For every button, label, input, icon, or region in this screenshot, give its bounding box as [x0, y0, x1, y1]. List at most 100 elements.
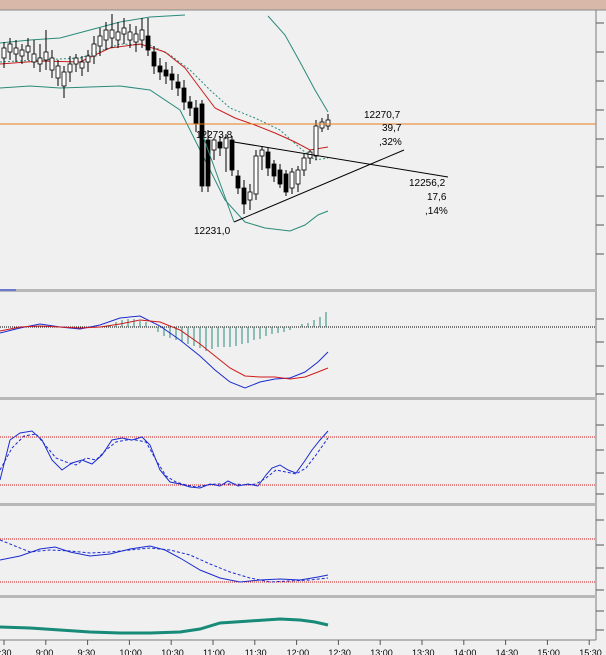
- annotation-high: 12270,7 39,7 ,32%: [364, 110, 402, 148]
- ma-dotted: [0, 43, 329, 161]
- time-tick-label: 14:00: [454, 648, 477, 655]
- candle-body: [205, 139, 211, 187]
- candle-body: [247, 191, 253, 201]
- trendline-lower: [233, 149, 405, 223]
- panel-separators: [0, 289, 596, 598]
- annotation-peak: 12273,8: [196, 130, 233, 141]
- candle-body: [271, 163, 277, 177]
- time-tick-label: 9:00: [36, 648, 54, 655]
- trendline-decline: [202, 135, 235, 223]
- candle-body: [169, 73, 175, 81]
- candle-body: [127, 31, 133, 41]
- candle-body: [19, 49, 25, 57]
- time-tick-label: 15:30: [579, 648, 602, 655]
- candle-body: [151, 51, 157, 67]
- oscillator-panel: [0, 538, 596, 583]
- candle-body: [187, 101, 193, 109]
- candle-body: [133, 33, 139, 43]
- trendline-upper: [233, 141, 449, 178]
- candle-body: [313, 125, 319, 157]
- candle-body: [163, 69, 169, 77]
- candle-body: [145, 35, 151, 51]
- candle-body: [61, 71, 67, 87]
- candle-body: [1, 47, 7, 59]
- time-tick-label: 13:30: [412, 648, 435, 655]
- volume-line: [0, 617, 329, 635]
- candle-body: [25, 45, 31, 53]
- candle-body: [289, 171, 295, 189]
- bollinger-upper-right: [267, 15, 329, 113]
- candle-body: [193, 107, 199, 125]
- time-tick-label: 10:00: [119, 648, 142, 655]
- time-tick-label: 11:00: [203, 648, 225, 655]
- candle-body: [67, 63, 73, 73]
- candle-body: [235, 175, 241, 189]
- candle-body: [175, 81, 181, 89]
- time-tick-label: 14:30: [496, 648, 519, 655]
- candle-body: [217, 141, 223, 149]
- candle-body: [223, 137, 229, 149]
- candle-body: [97, 35, 103, 47]
- macd-signal-line: [0, 319, 329, 380]
- time-tick-label: 11:30: [245, 648, 267, 655]
- annotation-high-change: 39,7: [382, 123, 402, 134]
- candle-body: [181, 87, 187, 103]
- candle-body: [109, 29, 115, 39]
- candle-body: [295, 169, 301, 185]
- candle-body: [277, 169, 283, 185]
- time-tick-label: 15:00: [537, 648, 560, 655]
- title-strip: [0, 0, 606, 10]
- time-tick-label: 10:30: [161, 648, 184, 655]
- annotation-mid: 12256,2 17,6 ,14%: [409, 178, 448, 217]
- candle-body: [79, 61, 85, 69]
- candle-body: [121, 27, 127, 35]
- candle-body: [241, 187, 247, 205]
- candle-body: [55, 65, 61, 79]
- stoch-k-line: [0, 430, 329, 489]
- oscillator-line: [0, 545, 329, 583]
- candle-body: [157, 65, 163, 73]
- price-panel: [0, 14, 596, 232]
- candle-body: [265, 151, 271, 169]
- time-tick-label: 12:30: [328, 648, 351, 655]
- oscillator-signal-line: [0, 539, 329, 583]
- candle-body: [211, 139, 217, 151]
- bollinger-lower: [0, 85, 329, 232]
- annotation-mid-price: 12256,2: [409, 178, 446, 189]
- candle-body: [319, 121, 325, 129]
- stochastic-panel: [0, 430, 596, 489]
- annotation-mid-change: 17,6: [427, 192, 447, 203]
- candle-body: [115, 31, 121, 41]
- candle-body: [139, 29, 145, 41]
- candle-body: [31, 53, 37, 63]
- stoch-d-line: [0, 433, 329, 488]
- time-axis: 8:30 9:00 9:30 10:00 10:30 11:00 11:30 12:00 12:…: [0, 640, 602, 655]
- candle-body: [103, 29, 109, 41]
- time-tick-label: 9:30: [78, 648, 96, 655]
- bollinger-upper: [0, 14, 186, 44]
- annotation-high-percent: ,32%: [379, 137, 402, 148]
- candle-body: [49, 57, 55, 71]
- candle-body: [199, 103, 205, 187]
- time-tick-label: 13:00: [370, 648, 393, 655]
- candle-body: [37, 57, 43, 65]
- candle-body: [283, 173, 289, 193]
- candle-body: [91, 43, 97, 57]
- volume-panel: [0, 617, 329, 635]
- candle-body: [301, 157, 307, 171]
- candle-body: [325, 119, 331, 127]
- time-tick-label: 8:30: [0, 648, 12, 655]
- candle-body: [13, 47, 19, 55]
- time-tick-label: 12:00: [287, 648, 310, 655]
- price-axis-ticks: [596, 22, 604, 631]
- candle-body: [85, 55, 91, 63]
- annotation-mid-percent: ,14%: [425, 206, 448, 217]
- candle-body: [253, 155, 259, 195]
- candle-body: [73, 57, 79, 65]
- candle-body: [43, 51, 49, 61]
- annotation-low: 12231,0: [194, 226, 231, 237]
- candle-body: [259, 149, 265, 157]
- macd-panel: [0, 312, 596, 389]
- annotation-high-price: 12270,7: [364, 110, 401, 121]
